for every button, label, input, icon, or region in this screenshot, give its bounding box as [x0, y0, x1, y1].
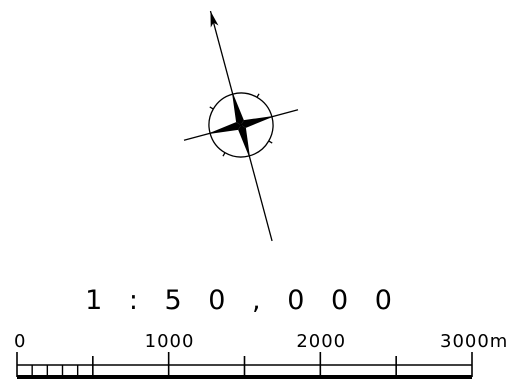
scale-bar-label: 1000: [145, 331, 195, 352]
north-arrow-head: [210, 11, 219, 28]
scale-bar-label: 3000m: [440, 331, 508, 352]
scale-bar-label: 2000: [296, 331, 346, 352]
scale-ratio-label: 1 : 5 0 , 0 0 0: [85, 285, 401, 316]
compass-circle-ticks: [209, 93, 273, 157]
north-arrow: [183, 10, 299, 242]
north-arrow-needle: [209, 10, 273, 242]
scale-bar-label: 0: [14, 331, 26, 352]
compass-star: [206, 90, 276, 160]
scale-bar: 0 1000 2000 3000m: [14, 331, 508, 379]
